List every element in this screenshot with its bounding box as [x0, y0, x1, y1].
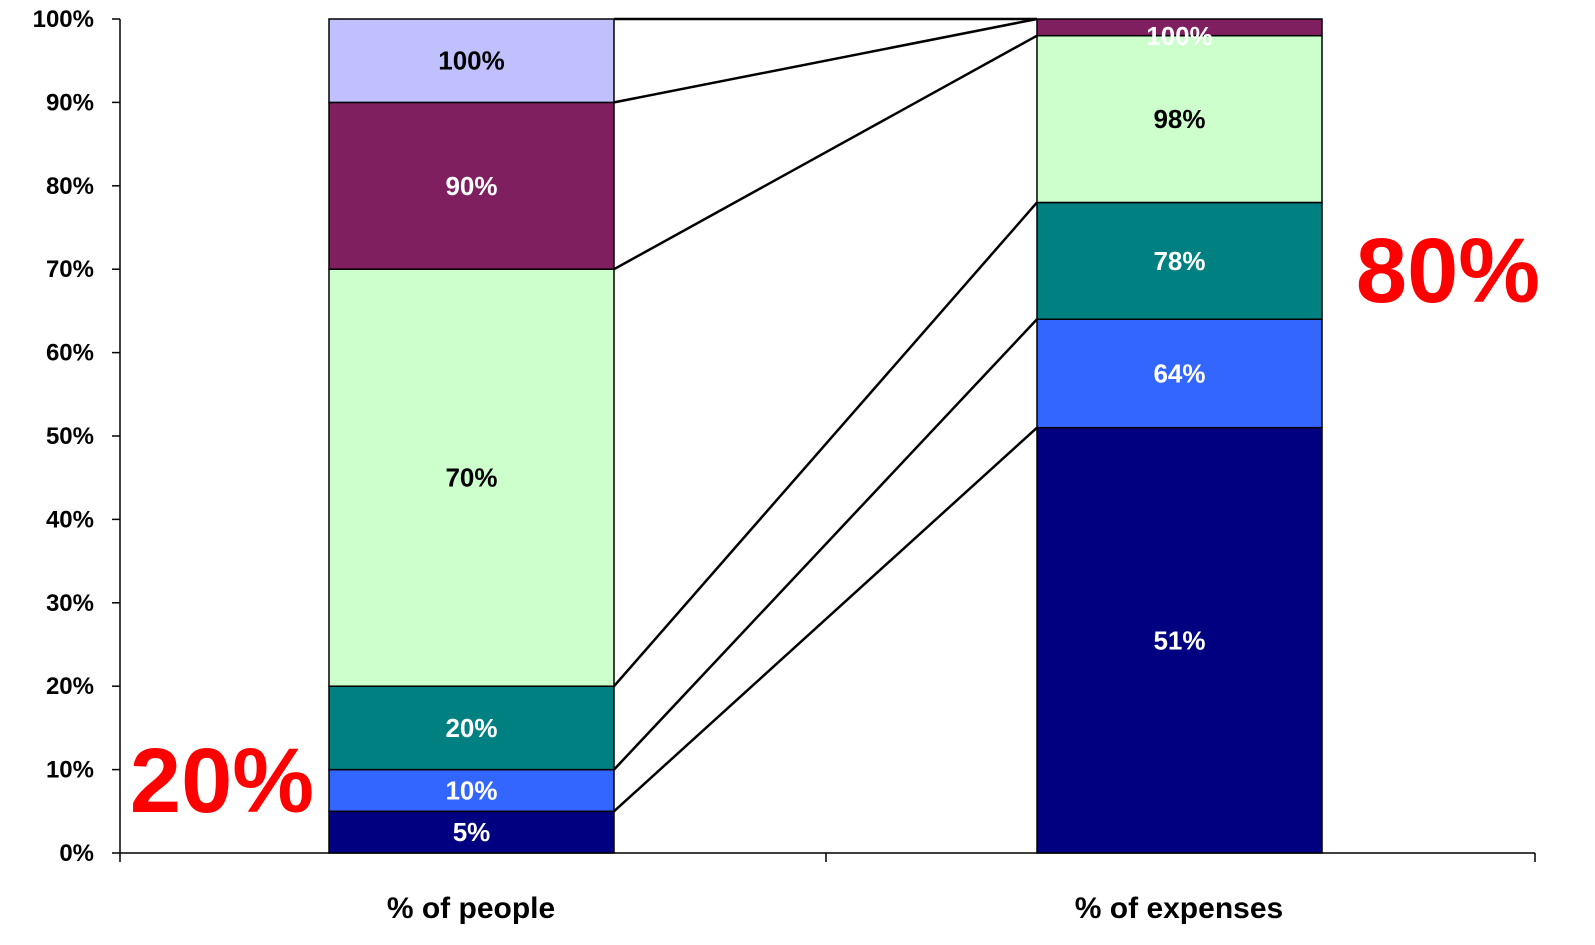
- data-label: 64%: [1153, 358, 1205, 388]
- data-label: 90%: [445, 171, 497, 201]
- data-label: 70%: [445, 463, 497, 493]
- connector-line: [613, 17, 1038, 104]
- bar-segment: [328, 685, 615, 771]
- bar-segment: [328, 18, 615, 104]
- y-tick-label: 10%: [46, 757, 94, 784]
- connector-line: [613, 201, 1038, 688]
- chart-axes: 0% 10% 20% 30% 40% 50% 60% 70% 80% 90% 100% % of pe…: [33, 6, 1536, 925]
- bar-segment: [1036, 318, 1323, 429]
- y-tick-label: 60%: [46, 340, 94, 367]
- data-label: 20%: [445, 713, 497, 743]
- y-tick-label: 30%: [46, 590, 94, 617]
- bar-segment: [328, 810, 615, 854]
- data-label: 51%: [1153, 625, 1205, 655]
- connector-line: [613, 318, 1038, 771]
- x-category-label: % of people: [387, 892, 555, 925]
- y-tick-label: 50%: [46, 423, 94, 450]
- y-tick-label: 40%: [46, 506, 94, 533]
- y-tick-label: 90%: [46, 89, 94, 116]
- bar-segment: [1036, 34, 1323, 204]
- connector-line: [613, 34, 1038, 271]
- data-label: 100%: [438, 46, 505, 76]
- data-label: 100%: [1146, 21, 1213, 51]
- connector-lines: [613, 17, 1038, 813]
- x-category-label: % of expenses: [1075, 892, 1283, 925]
- stacked-bars: 5% 10% 20% 70% 90% 100% 51% 64% 78% 98% 100%: [328, 18, 1323, 854]
- bar-segment: [1036, 201, 1323, 320]
- data-label: 10%: [445, 775, 497, 805]
- bar-segment: [1036, 18, 1323, 37]
- bar-segment: [328, 101, 615, 270]
- y-tick-label: 0%: [59, 840, 94, 867]
- bar-segment: [1036, 426, 1323, 854]
- data-label: 78%: [1153, 246, 1205, 276]
- y-tick-label: 100%: [33, 6, 94, 33]
- bar-segment: [328, 268, 615, 687]
- data-label: 98%: [1153, 104, 1205, 134]
- y-tick-label: 70%: [46, 256, 94, 283]
- connector-line: [613, 426, 1038, 813]
- y-tick-label: 20%: [46, 673, 94, 700]
- y-tick-label: 80%: [46, 173, 94, 200]
- annotations: 20% 80%: [130, 220, 1540, 832]
- annotation-label: 80%: [1356, 220, 1540, 322]
- annotation-label: 20%: [130, 730, 314, 832]
- data-label: 5%: [453, 817, 491, 847]
